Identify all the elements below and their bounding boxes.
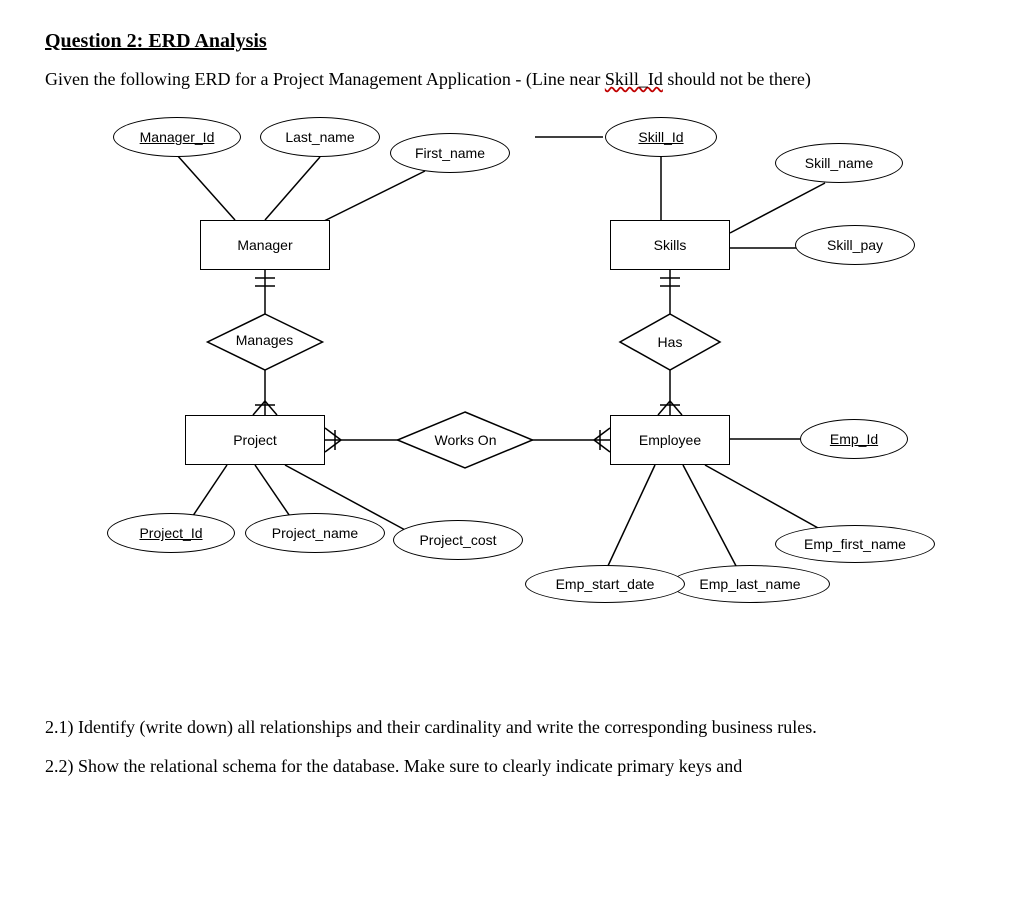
attr-skill-pay-label: Skill_pay (827, 237, 883, 253)
relationship-workson: Works On (398, 412, 533, 468)
intro-squiggly-text: Skill_Id (605, 69, 663, 89)
erd-edges-svg (55, 105, 975, 695)
attr-skill-name-label: Skill_name (805, 155, 873, 171)
question-heading: Question 2: ERD Analysis (45, 30, 979, 53)
attr-emp-first-name-label: Emp_first_name (804, 536, 906, 552)
intro-paragraph: Given the following ERD for a Project Ma… (45, 67, 979, 91)
attr-emp-start-date-label: Emp_start_date (556, 576, 655, 592)
attr-project-cost-label: Project_cost (419, 532, 496, 548)
entity-skills-label: Skills (654, 237, 687, 253)
question-2-2: 2.2) Show the relational schema for the … (45, 754, 979, 778)
relationship-has-label: Has (658, 334, 683, 350)
attr-first-name-label: First_name (415, 145, 485, 161)
entity-employee: Employee (610, 415, 730, 465)
entity-employee-label: Employee (639, 432, 701, 448)
attr-manager-id-label: Manager_Id (140, 129, 215, 145)
relationship-workson-label: Works On (435, 432, 497, 448)
entity-manager: Manager (200, 220, 330, 270)
attr-skill-id-label: Skill_Id (638, 129, 683, 145)
intro-text-post: should not be there) (663, 69, 811, 89)
entity-manager-label: Manager (237, 237, 292, 253)
entity-project-label: Project (233, 432, 277, 448)
relationship-manages: Manages (207, 312, 322, 368)
attr-emp-last-name-label: Emp_last_name (699, 576, 800, 592)
attr-last-name-label: Last_name (285, 129, 354, 145)
attr-project-id-label: Project_Id (139, 525, 202, 541)
relationship-manages-label: Manages (236, 332, 294, 348)
entity-skills: Skills (610, 220, 730, 270)
intro-text-pre: Given the following ERD for a Project Ma… (45, 69, 605, 89)
entity-project: Project (185, 415, 325, 465)
relationship-has: Has (620, 314, 720, 370)
attr-emp-id-label: Emp_Id (830, 431, 878, 447)
question-2-1: 2.1) Identify (write down) all relations… (45, 715, 979, 739)
erd-diagram: Manager Skills Project Employee Manages … (55, 105, 975, 695)
attr-project-name-label: Project_name (272, 525, 358, 541)
